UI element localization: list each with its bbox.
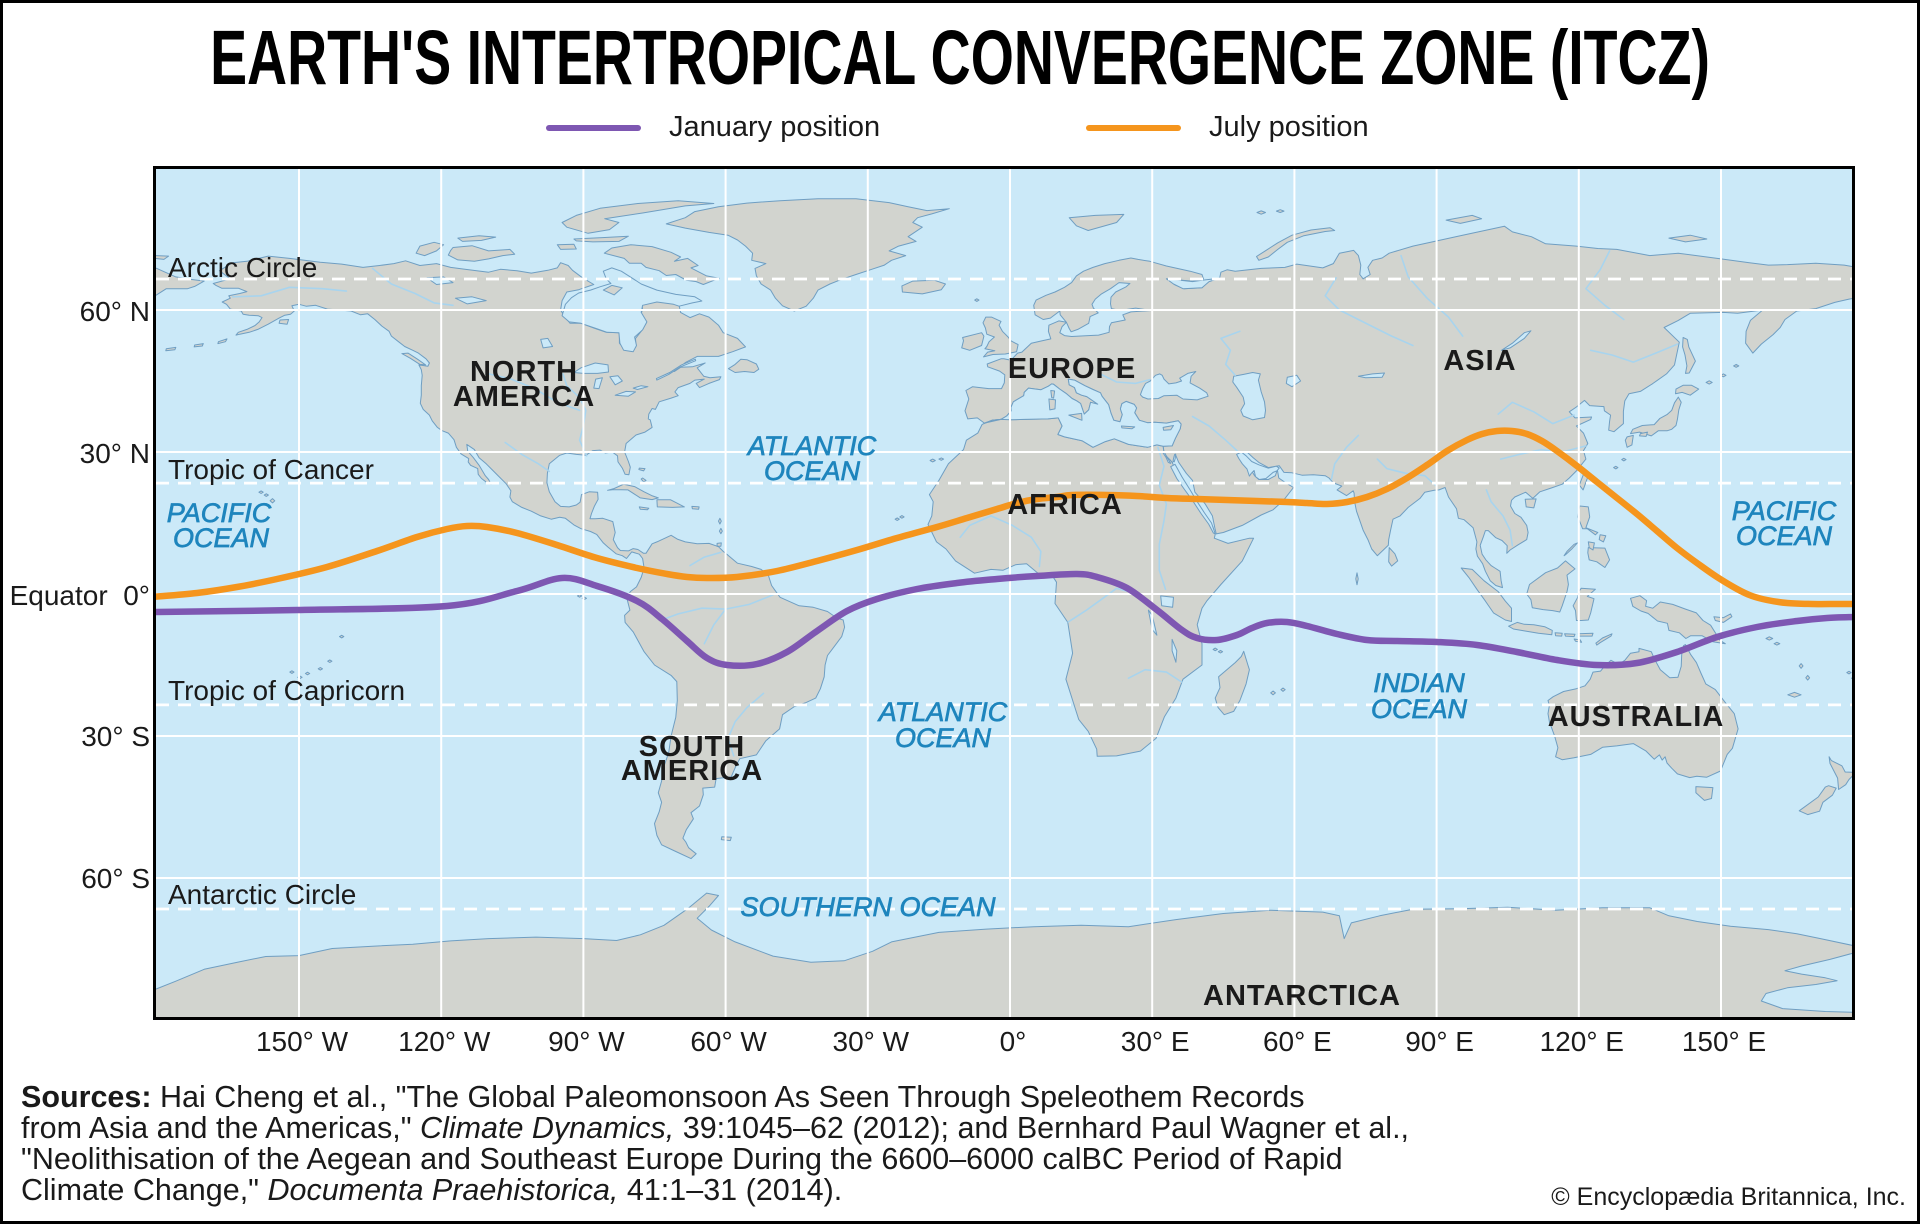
svg-text:Tropic of Cancer: Tropic of Cancer — [168, 454, 374, 485]
svg-text:ASIA: ASIA — [1443, 345, 1516, 377]
svg-text:Tropic of Capricorn: Tropic of Capricorn — [168, 675, 405, 706]
svg-text:Antarctic Circle: Antarctic Circle — [168, 879, 356, 910]
svg-text:EUROPE: EUROPE — [1008, 353, 1136, 385]
svg-text:PACIFIC: PACIFIC — [1732, 496, 1837, 526]
svg-text:INDIAN: INDIAN — [1373, 668, 1465, 698]
svg-text:Arctic Circle: Arctic Circle — [168, 252, 317, 283]
svg-text:AFRICA: AFRICA — [1007, 489, 1123, 521]
svg-text:NORTH: NORTH — [470, 356, 578, 388]
svg-text:OCEAN: OCEAN — [1371, 694, 1468, 724]
svg-text:AMERICA: AMERICA — [453, 381, 595, 413]
svg-text:AMERICA: AMERICA — [621, 755, 763, 787]
svg-text:ATLANTIC: ATLANTIC — [746, 431, 877, 461]
svg-text:ATLANTIC: ATLANTIC — [877, 697, 1008, 727]
svg-text:OCEAN: OCEAN — [173, 523, 270, 553]
svg-text:OCEAN: OCEAN — [764, 456, 861, 486]
svg-text:PACIFIC: PACIFIC — [167, 498, 272, 528]
svg-text:SOUTH: SOUTH — [639, 731, 746, 763]
svg-text:OCEAN: OCEAN — [895, 723, 992, 753]
svg-text:SOUTHERN OCEAN: SOUTHERN OCEAN — [740, 892, 996, 922]
svg-text:OCEAN: OCEAN — [1736, 521, 1833, 551]
svg-text:ANTARCTICA: ANTARCTICA — [1203, 980, 1401, 1012]
svg-text:AUSTRALIA: AUSTRALIA — [1548, 701, 1725, 733]
